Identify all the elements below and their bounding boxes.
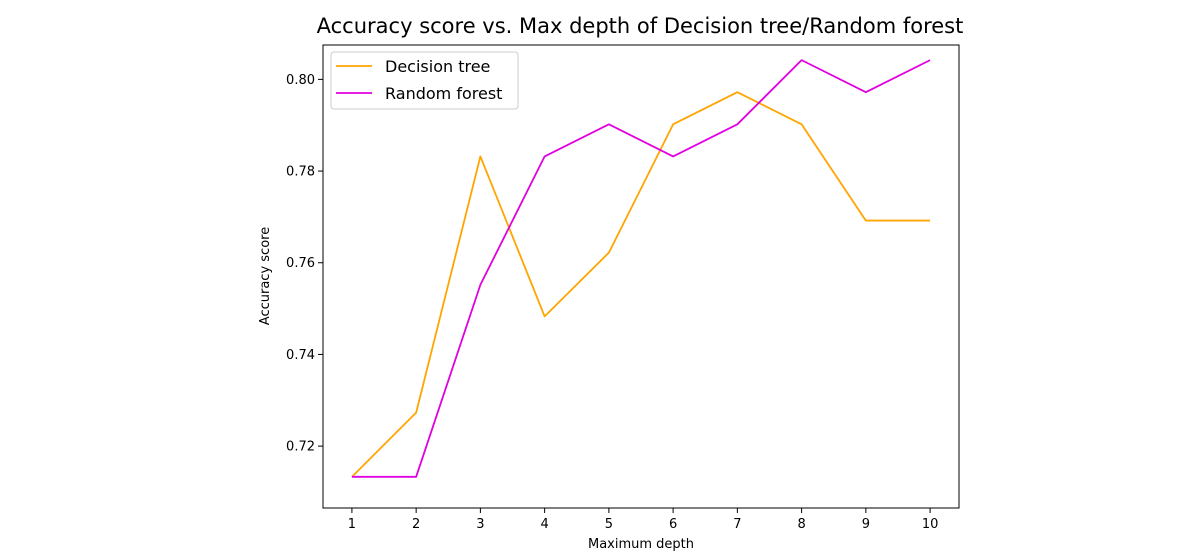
plot-frame xyxy=(322,44,960,509)
legend: Decision tree Random forest xyxy=(330,51,519,110)
y-tick-label: 0.80 xyxy=(286,73,315,88)
chart-title: Accuracy score vs. Max depth of Decision… xyxy=(317,14,964,38)
x-axis: 1 2 3 4 5 6 7 8 9 10 xyxy=(348,508,939,532)
legend-label: Random forest xyxy=(385,84,502,103)
x-tick-label: 2 xyxy=(412,517,420,532)
x-tick-label: 3 xyxy=(476,517,484,532)
y-tick-label: 0.72 xyxy=(286,440,315,455)
series-line-random-forest xyxy=(351,59,931,478)
legend-label: Decision tree xyxy=(385,57,490,76)
plot-lines xyxy=(351,59,931,478)
x-tick-label: 7 xyxy=(733,517,741,532)
x-tick-label: 6 xyxy=(669,517,677,532)
y-axis: 0.72 0.74 0.76 0.78 0.80 xyxy=(286,73,323,455)
x-tick-label: 1 xyxy=(348,517,356,532)
series-line-decision-tree xyxy=(351,91,931,478)
x-tick-label: 10 xyxy=(922,517,939,532)
y-tick-label: 0.76 xyxy=(286,256,315,271)
x-tick-label: 4 xyxy=(540,517,548,532)
x-tick-label: 8 xyxy=(797,517,805,532)
x-axis-label: Maximum depth xyxy=(588,537,694,552)
y-axis-label: Accuracy score xyxy=(258,227,273,325)
x-tick-label: 5 xyxy=(605,517,613,532)
legend-box xyxy=(330,51,519,110)
x-tick-label: 9 xyxy=(862,517,870,532)
y-tick-label: 0.78 xyxy=(286,165,315,180)
y-tick-label: 0.74 xyxy=(286,348,315,363)
